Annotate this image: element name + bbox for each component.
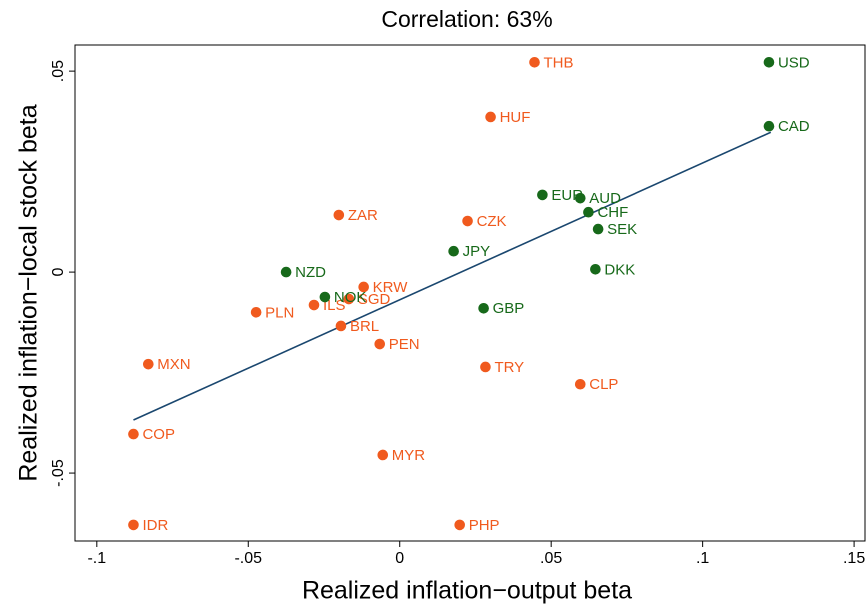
x-tick-label: .05 bbox=[540, 550, 562, 567]
point-label: DKK bbox=[604, 261, 635, 278]
point bbox=[128, 428, 139, 440]
point-label: USD bbox=[778, 54, 810, 71]
x-tick-label: -.1 bbox=[87, 550, 106, 567]
fit-line bbox=[133, 131, 772, 421]
point bbox=[448, 245, 459, 257]
point-label: GBP bbox=[493, 300, 525, 317]
point-label: SEK bbox=[607, 221, 637, 238]
point-label: CHF bbox=[597, 204, 628, 221]
x-tick-label: 0 bbox=[395, 550, 404, 567]
point-label: MYR bbox=[392, 447, 426, 464]
plot-frame bbox=[74, 44, 866, 542]
point-label: PEN bbox=[389, 336, 420, 353]
point-label: NOK bbox=[334, 289, 367, 306]
point-label: PHP bbox=[469, 517, 500, 534]
point-label: ZAR bbox=[348, 207, 378, 224]
point-label: JPY bbox=[463, 243, 491, 260]
point bbox=[763, 56, 775, 68]
point bbox=[592, 223, 604, 235]
point-label: MXN bbox=[157, 356, 190, 373]
point-label: NZD bbox=[295, 264, 326, 281]
point bbox=[478, 302, 489, 314]
point bbox=[529, 56, 540, 68]
point bbox=[333, 209, 345, 221]
point bbox=[462, 215, 473, 227]
point bbox=[308, 299, 320, 311]
point-label: PLN bbox=[265, 304, 294, 321]
point-label: IDR bbox=[142, 517, 168, 534]
point-label: BRL bbox=[350, 318, 379, 335]
point bbox=[454, 519, 466, 531]
point bbox=[763, 120, 775, 132]
point bbox=[537, 189, 548, 201]
point bbox=[143, 358, 154, 370]
point-label: CZK bbox=[477, 213, 507, 230]
point bbox=[319, 291, 331, 303]
point bbox=[377, 449, 389, 461]
x-tick-label: .15 bbox=[843, 550, 865, 567]
point bbox=[250, 306, 262, 318]
point bbox=[574, 192, 586, 204]
point-label: CLP bbox=[589, 376, 618, 393]
point-label: COP bbox=[142, 426, 175, 443]
point bbox=[583, 206, 594, 218]
chart-title: Correlation: 63% bbox=[381, 6, 552, 32]
point-label: KRW bbox=[373, 279, 409, 296]
y-tick-label: .05 bbox=[50, 60, 67, 82]
x-tick-label: -.05 bbox=[234, 550, 262, 567]
point bbox=[335, 320, 347, 332]
point bbox=[128, 519, 139, 531]
point-label: CAD bbox=[778, 118, 810, 135]
point bbox=[358, 281, 369, 293]
point bbox=[574, 378, 586, 390]
x-axis-label: Realized inflation−output beta bbox=[302, 577, 632, 605]
point bbox=[590, 263, 601, 275]
point bbox=[343, 293, 355, 305]
point bbox=[374, 338, 386, 350]
point-label: HUF bbox=[500, 109, 531, 126]
x-tick-label: .1 bbox=[696, 550, 709, 567]
point-label: AUD bbox=[589, 190, 621, 207]
point-label: ILS bbox=[323, 297, 346, 314]
point bbox=[485, 111, 496, 123]
point-label: SGD bbox=[358, 291, 391, 308]
point-label: TRY bbox=[494, 359, 524, 376]
y-tick-label: 0 bbox=[50, 268, 67, 277]
point bbox=[480, 361, 491, 373]
point bbox=[280, 266, 292, 278]
y-tick-label: -.05 bbox=[50, 459, 67, 487]
y-axis-label: Realized inflation−local stock beta bbox=[15, 104, 43, 481]
point-label: THB bbox=[544, 54, 574, 71]
